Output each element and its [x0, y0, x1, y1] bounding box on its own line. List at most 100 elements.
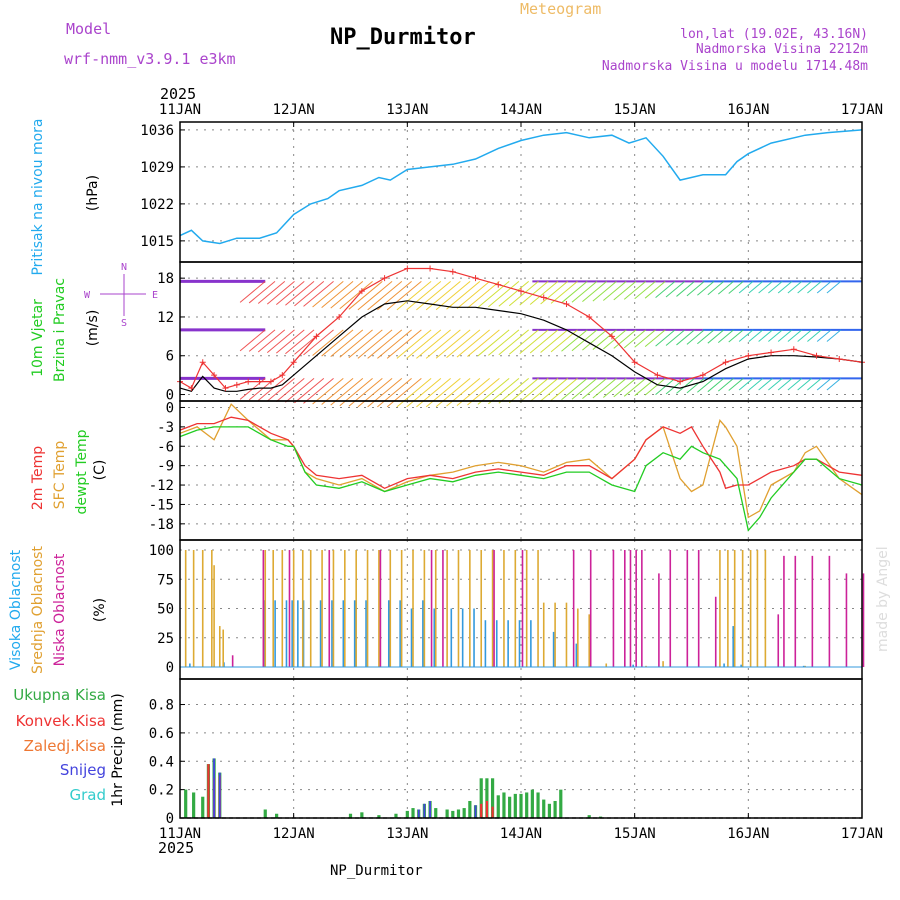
x-tick-label-bottom: 17JAN: [841, 826, 883, 842]
wind-barb: [357, 281, 393, 311]
wind-barb: [435, 281, 471, 311]
page-title: NP_Durmitor: [330, 25, 476, 50]
total-precip-bar: [525, 792, 529, 818]
wind-unit: (m/s): [85, 310, 101, 347]
altitude-label: Nadmorska Visina 2212m: [696, 42, 868, 57]
wind-barb: [406, 329, 442, 359]
wind-barb: [456, 329, 490, 358]
wind-barb: [519, 281, 549, 306]
compass-s: S: [121, 318, 127, 329]
gust-marker: [677, 378, 684, 385]
wind-barb: [248, 329, 276, 352]
top-year-label: 2025: [160, 85, 196, 103]
wind-barb: [456, 281, 490, 309]
wind-barb: [816, 329, 832, 342]
panel-frame: [179, 400, 863, 541]
wind-barb: [416, 329, 451, 359]
model-label: Model: [66, 20, 111, 38]
wind-barb: [312, 329, 344, 356]
wind-barb: [787, 281, 803, 294]
wind-barb: [257, 329, 286, 353]
total-precip-bar: [553, 800, 557, 818]
location-label: lon,lat (19.02E, 43.16N): [680, 27, 868, 42]
y-tick-label: 12: [157, 310, 174, 326]
wind-barb: [717, 329, 734, 343]
total-precip-bar: [587, 815, 591, 818]
wind-barb: [498, 377, 529, 404]
wind-barb: [386, 329, 422, 359]
wind-barb: [330, 281, 364, 309]
wind-barb: [321, 281, 354, 308]
conv-precip-bar: [485, 800, 488, 818]
wind-barb: [294, 281, 325, 307]
gust-marker: [813, 352, 820, 359]
wind-barb: [816, 377, 832, 391]
wind-barb: [488, 377, 520, 405]
wind-barb: [728, 377, 744, 391]
y-tick-label: -9: [157, 459, 174, 475]
compass-n: N: [121, 262, 127, 273]
wind-barb: [446, 329, 481, 359]
temp-unit: (C): [92, 460, 108, 481]
wind-barb: [602, 281, 627, 301]
wind-barb: [285, 377, 315, 403]
wind-barb: [377, 329, 412, 359]
y-tick-label: 0: [166, 400, 174, 416]
wind-barb: [550, 281, 578, 304]
y-tick-label: 50: [157, 602, 174, 618]
pressure-ylabel: Pritisak na nivou mora: [30, 118, 46, 275]
wind-gust-line: [179, 267, 863, 389]
wind-barb: [339, 329, 373, 358]
total-precip-bar: [496, 795, 500, 818]
meteogram-label: Meteogram: [520, 0, 601, 18]
wind-barb: [686, 281, 705, 297]
gust-marker: [233, 381, 240, 388]
wind-barb: [676, 329, 695, 346]
x-tick-label-bottom: 16JAN: [727, 826, 769, 842]
gust-marker: [768, 349, 775, 356]
total-precip-bar: [456, 809, 461, 818]
conv-precip-bar: [480, 803, 483, 818]
wind-barb: [488, 281, 520, 308]
y-tick-label: 0.2: [149, 783, 174, 799]
gust-marker: [518, 288, 524, 295]
wind-barb: [396, 377, 432, 408]
precip-legend-snow: Snijeg: [60, 761, 106, 779]
temp-2m-line: [179, 416, 863, 490]
wind-barb: [676, 377, 695, 394]
x-tick-label-top: 11JAN: [159, 102, 201, 118]
wind-barb: [312, 281, 344, 308]
wind-barb: [602, 377, 627, 398]
wind-barb: [367, 377, 403, 408]
pressure-unit: (hPa): [85, 175, 101, 211]
gust-marker: [540, 294, 547, 301]
y-tick-label: -15: [149, 497, 174, 513]
x-tick-label-top: 15JAN: [614, 102, 656, 118]
wind-barb: [623, 329, 647, 349]
wind-barb: [707, 281, 725, 296]
gust-marker: [358, 288, 365, 295]
wind-barb: [467, 281, 500, 309]
wind-barb: [613, 329, 637, 349]
wind-barb: [285, 329, 315, 355]
wind-barb: [707, 329, 725, 344]
total-precip-bar: [184, 789, 188, 818]
wind-barb: [768, 281, 783, 294]
gust-marker: [836, 355, 843, 362]
cloud-ylabel-low: Niska Oblacnost: [52, 553, 68, 666]
wind-barb: [519, 329, 549, 355]
total-precip-bar: [411, 808, 415, 818]
gust-marker: [472, 275, 479, 282]
total-precip-bar: [405, 810, 409, 818]
wind-barb: [508, 377, 539, 404]
total-precip-bar: [192, 792, 196, 818]
dewpt-temp-line: [179, 426, 863, 532]
y-tick-label: 100: [149, 543, 174, 559]
wind-barb: [807, 377, 822, 391]
wind-barb: [367, 329, 403, 359]
gust-marker: [245, 378, 252, 385]
wind-barb: [571, 281, 598, 303]
total-precip-bar: [275, 813, 279, 818]
wind-barb: [477, 281, 510, 308]
model-name: wrf-nmm_v3.9.1 e3km: [64, 50, 236, 68]
